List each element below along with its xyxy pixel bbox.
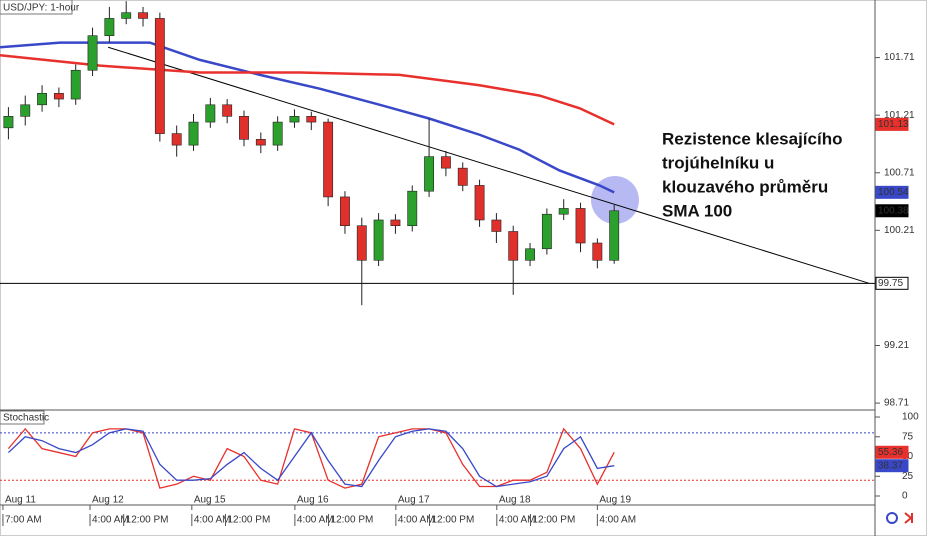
moving-average (0, 41, 615, 194)
y-tick-label: 75 (902, 431, 914, 442)
annotation: trojúhelníku u (662, 153, 774, 172)
ma-label: 101.13 (878, 119, 909, 130)
x-tick-label: Aug 12 (92, 495, 124, 506)
candle-body (558, 208, 569, 215)
candle-body (323, 121, 334, 198)
ma-label-box (875, 117, 909, 131)
x-tick-label: Aug 15 (194, 495, 226, 506)
candle-body (188, 121, 199, 146)
x-time-label: 12:00 PM (532, 515, 575, 526)
stoch-title-box (0, 410, 45, 425)
candle-body (104, 18, 115, 37)
corner-icons (886, 512, 913, 524)
candle-body (70, 69, 81, 100)
stoch-label: 38.37 (878, 460, 903, 471)
x-time-label: 12:00 PM (432, 515, 475, 526)
candle-body (491, 219, 502, 232)
stoch-label-box (875, 445, 909, 459)
x-time-label: 4:00 AM (599, 515, 636, 526)
candle-body (3, 116, 14, 129)
stoch-label-box (875, 459, 909, 473)
candle-body (171, 133, 182, 146)
x-time-label: 4:00 AM (499, 515, 536, 526)
y-tick-label: 0 (902, 491, 908, 502)
candle-body (508, 231, 519, 261)
candle-body (457, 167, 468, 186)
x-tick-label: Aug 11 (5, 495, 36, 506)
icon[interactable] (886, 512, 898, 524)
y-tick-label: 100.21 (884, 225, 915, 236)
candle-body (121, 12, 132, 19)
price-label: 100.38 (878, 205, 909, 216)
y-tick-label: 98.71 (884, 398, 909, 409)
candle-body (154, 18, 165, 134)
candle-body (87, 35, 98, 71)
x-time-label: 12:00 PM (331, 515, 374, 526)
y-tick-label: 100.71 (884, 167, 915, 178)
x-time-label: 4:00 AM (194, 515, 231, 526)
candle-body (340, 196, 350, 227)
ma-label: 100.54 (878, 187, 909, 198)
ma-label-box (875, 185, 909, 199)
x-time-label: 7:00 AM (5, 515, 42, 526)
candle-body (575, 208, 586, 244)
candle-body (20, 104, 31, 117)
candle-body (239, 116, 249, 140)
x-time-label: 4:00 AM (398, 515, 435, 526)
annotation: SMA 100 (662, 201, 732, 220)
stoch-line (7, 428, 615, 488)
candle-body (407, 190, 418, 227)
y-tick-label: 99.21 (884, 340, 909, 351)
price-label-box (875, 204, 909, 218)
trend-line (107, 46, 870, 284)
candle-body (592, 242, 603, 261)
candle-body (138, 12, 148, 19)
candle-body (37, 92, 47, 106)
stoch-title: Stochastic (3, 413, 49, 424)
x-time-label: 4:00 AM (92, 515, 129, 526)
candle-body (541, 213, 552, 250)
y-tick-label: 101.21 (884, 110, 915, 121)
level-label: 99.75 (878, 278, 903, 289)
stoch-label: 55.36 (878, 447, 903, 458)
x-tick-label: Aug 16 (297, 495, 329, 506)
candle-body (373, 219, 384, 261)
candle-body (255, 139, 266, 146)
candle-body (205, 104, 216, 123)
candle-body (222, 104, 233, 117)
candle-body (424, 156, 435, 192)
candle-body (53, 92, 64, 100)
x-tick-label: Aug 17 (398, 495, 430, 506)
title-box (0, 0, 73, 15)
candle-body (272, 121, 283, 146)
annotation: Rezistence klesajícího (662, 129, 842, 148)
x-tick-label: Aug 18 (499, 495, 531, 506)
chart-title: USD/JPY: 1-hour (3, 3, 80, 14)
candle-body (306, 116, 317, 123)
x-time-label: 4:00 AM (297, 515, 334, 526)
candle-body (289, 116, 300, 123)
candle-body (390, 219, 401, 227)
candle-body (525, 248, 535, 261)
candle-body (474, 185, 485, 221)
candle-body (440, 156, 451, 169)
y-tick-label: 101.71 (884, 52, 915, 63)
annotation: klouzavého průměru (662, 177, 828, 196)
level-label-box (875, 276, 909, 290)
y-tick-label: 100 (902, 412, 919, 423)
candle-body (609, 210, 620, 261)
x-tick-label: Aug 19 (599, 495, 631, 506)
y-tick-label: 25 (902, 471, 914, 482)
x-time-label: 12:00 PM (227, 515, 270, 526)
moving-average (0, 54, 615, 126)
x-time-label: 12:00 PM (126, 515, 169, 526)
icon[interactable] (904, 512, 913, 524)
candle-body (356, 225, 367, 261)
